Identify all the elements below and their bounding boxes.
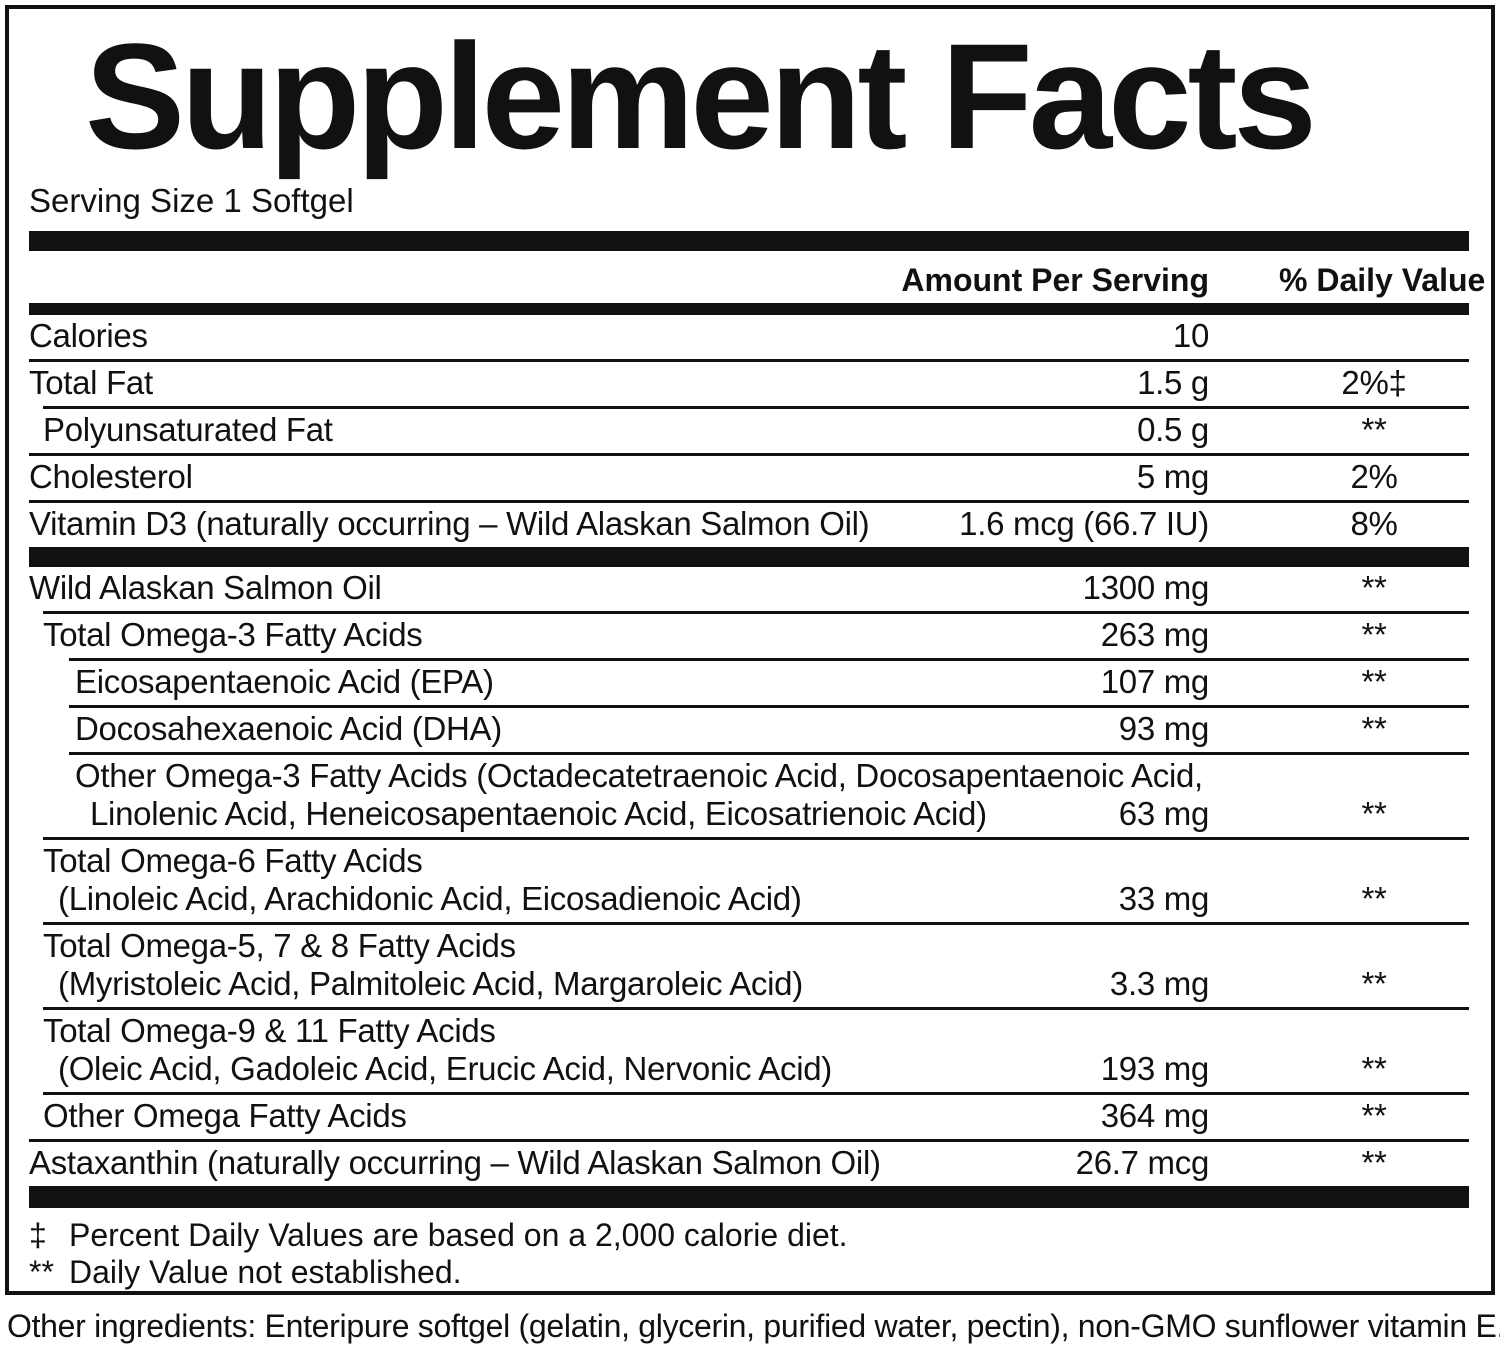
nutrient-row-total-fat: Total Fat 1.5 g 2%‡ <box>29 362 1469 406</box>
nutrient-row-vitamin-d3: Vitamin D3 (naturally occurring – Wild A… <box>29 503 1469 547</box>
nutrient-name-line2: (Oleic Acid, Gadoleic Acid, Erucic Acid,… <box>58 1050 832 1087</box>
nutrient-name-line2: Linolenic Acid, Heneicosapentaenoic Acid… <box>90 795 987 832</box>
daily-value: ** <box>1361 569 1387 606</box>
amount-value: 0.5 g <box>1137 411 1209 448</box>
serving-size: Serving Size 1 Softgel <box>29 182 354 219</box>
nutrient-row-other-omega3: Other Omega-3 Fatty Acids (Octadecatetra… <box>29 755 1469 837</box>
nutrient-name: Total Omega-5, 7 & 8 Fatty Acids <box>43 927 516 964</box>
row-separator <box>29 1139 1469 1142</box>
amount-value: 93 mg <box>1118 710 1210 747</box>
nutrient-row-salmon-oil: Wild Alaskan Salmon Oil 1300 mg ** <box>29 567 1469 611</box>
amount-value: 1.5 g <box>1137 364 1209 401</box>
amount-value: 364 mg <box>1100 1097 1210 1134</box>
daily-value: ** <box>1361 1050 1387 1087</box>
amount-value: 3.3 mg <box>1109 965 1209 1002</box>
nutrient-name: Total Omega-9 & 11 Fatty Acids <box>43 1012 496 1049</box>
daily-value: 2%‡ <box>1341 364 1407 401</box>
row-separator <box>29 453 1469 456</box>
amount-value: 33 mg <box>1118 880 1210 917</box>
label-title: Supplement Facts <box>85 12 1317 180</box>
daily-value: ** <box>1361 1097 1387 1134</box>
nutrient-row-omega578-total: Total Omega-5, 7 & 8 Fatty Acids (Myrist… <box>29 925 1469 1007</box>
row-separator <box>43 922 1469 925</box>
other-ingredients: Other ingredients: Enteripure softgel (g… <box>7 1308 1500 1344</box>
amount-value: 263 mg <box>1100 616 1210 653</box>
amount-value: 107 mg <box>1100 663 1210 700</box>
nutrient-row-epa: Eicosapentaenoic Acid (EPA) 107 mg ** <box>29 661 1469 705</box>
amount-value: 1.6 mcg (66.7 IU) <box>959 505 1209 542</box>
nutrient-name-line2: (Myristoleic Acid, Palmitoleic Acid, Mar… <box>58 965 803 1002</box>
nutrient-name: Other Omega Fatty Acids <box>43 1097 407 1134</box>
daily-value: ** <box>1361 1144 1387 1181</box>
daily-value: ** <box>1361 795 1387 832</box>
row-separator <box>43 837 1469 840</box>
nutrient-name: Wild Alaskan Salmon Oil <box>29 569 382 606</box>
row-separator <box>43 1007 1469 1010</box>
nutrient-row-calories: Calories 10 <box>29 315 1469 359</box>
daily-value: ** <box>1361 663 1387 700</box>
row-separator <box>43 1092 1469 1095</box>
nutrient-name: Vitamin D3 (naturally occurring – Wild A… <box>29 505 870 542</box>
daily-value: ** <box>1361 880 1387 917</box>
nutrient-name: Cholesterol <box>29 458 193 495</box>
nutrient-name: Calories <box>29 317 148 354</box>
thick-divider-bar-top <box>29 231 1469 251</box>
nutrient-row-dha: Docosahexaenoic Acid (DHA) 93 mg ** <box>29 708 1469 752</box>
daily-value: 2% <box>1350 458 1398 495</box>
amount-value: 193 mg <box>1100 1050 1210 1087</box>
nutrient-row-omega6-total: Total Omega-6 Fatty Acids (Linoleic Acid… <box>29 840 1469 922</box>
footnote-symbol: ‡ <box>29 1217 47 1253</box>
daily-value: ** <box>1361 411 1387 448</box>
thick-divider-bar-middle <box>29 547 1469 567</box>
daily-value: 8% <box>1350 505 1398 542</box>
nutrient-row-other-omega: Other Omega Fatty Acids 364 mg ** <box>29 1095 1469 1139</box>
nutrient-name: Other Omega-3 Fatty Acids (Octadecatetra… <box>75 757 1203 794</box>
supplement-facts-panel: Supplement Facts Serving Size 1 Softgel … <box>5 5 1495 1295</box>
row-separator <box>69 658 1469 661</box>
nutrient-row-polyunsaturated-fat: Polyunsaturated Fat 0.5 g ** <box>29 409 1469 453</box>
nutrient-row-omega911-total: Total Omega-9 & 11 Fatty Acids (Oleic Ac… <box>29 1010 1469 1092</box>
header-underline-bar <box>29 303 1469 315</box>
daily-value: ** <box>1361 616 1387 653</box>
thick-divider-bar-bottom <box>29 1186 1469 1208</box>
nutrient-name: Docosahexaenoic Acid (DHA) <box>75 710 502 747</box>
amount-value: 1300 mg <box>1082 569 1210 606</box>
column-header-amount: Amount Per Serving <box>901 262 1209 298</box>
row-separator <box>69 705 1469 708</box>
amount-value: 26.7 mcg <box>1075 1144 1210 1181</box>
row-separator <box>43 611 1469 614</box>
row-separator <box>43 406 1469 409</box>
amount-value: 63 mg <box>1118 795 1210 832</box>
footnote-symbol: ** <box>29 1254 54 1290</box>
amount-value: 5 mg <box>1136 458 1209 495</box>
nutrient-name: Astaxanthin (naturally occurring – Wild … <box>29 1144 881 1181</box>
footnote-text: Daily Value not established. <box>69 1254 462 1290</box>
nutrient-name: Total Omega-6 Fatty Acids <box>43 842 423 879</box>
amount-value: 10 <box>1172 317 1209 354</box>
column-header-daily-value: % Daily Value <box>1279 262 1486 298</box>
nutrient-name: Eicosapentaenoic Acid (EPA) <box>75 663 494 700</box>
footnote-daily-value-basis: ‡ Percent Daily Values are based on a 2,… <box>29 1217 1469 1254</box>
daily-value: ** <box>1361 710 1387 747</box>
daily-value: ** <box>1361 965 1387 1002</box>
nutrient-row-cholesterol: Cholesterol 5 mg 2% <box>29 456 1469 500</box>
nutrient-name: Polyunsaturated Fat <box>43 411 333 448</box>
footnotes-section: ‡ Percent Daily Values are based on a 2,… <box>29 1208 1469 1291</box>
footnote-text: Percent Daily Values are based on a 2,00… <box>69 1217 848 1253</box>
row-separator <box>29 500 1469 503</box>
nutrient-name: Total Fat <box>29 364 153 401</box>
nutrient-row-omega3-total: Total Omega-3 Fatty Acids 263 mg ** <box>29 614 1469 658</box>
row-separator <box>69 752 1469 755</box>
nutrient-name-line2: (Linoleic Acid, Arachidonic Acid, Eicosa… <box>58 880 802 917</box>
footnote-not-established: ** Daily Value not established. <box>29 1254 1469 1291</box>
column-header-row: Amount Per Serving % Daily Value <box>29 251 1486 303</box>
nutrient-row-astaxanthin: Astaxanthin (naturally occurring – Wild … <box>29 1142 1469 1186</box>
row-separator <box>29 359 1469 362</box>
nutrient-name: Total Omega-3 Fatty Acids <box>43 616 423 653</box>
